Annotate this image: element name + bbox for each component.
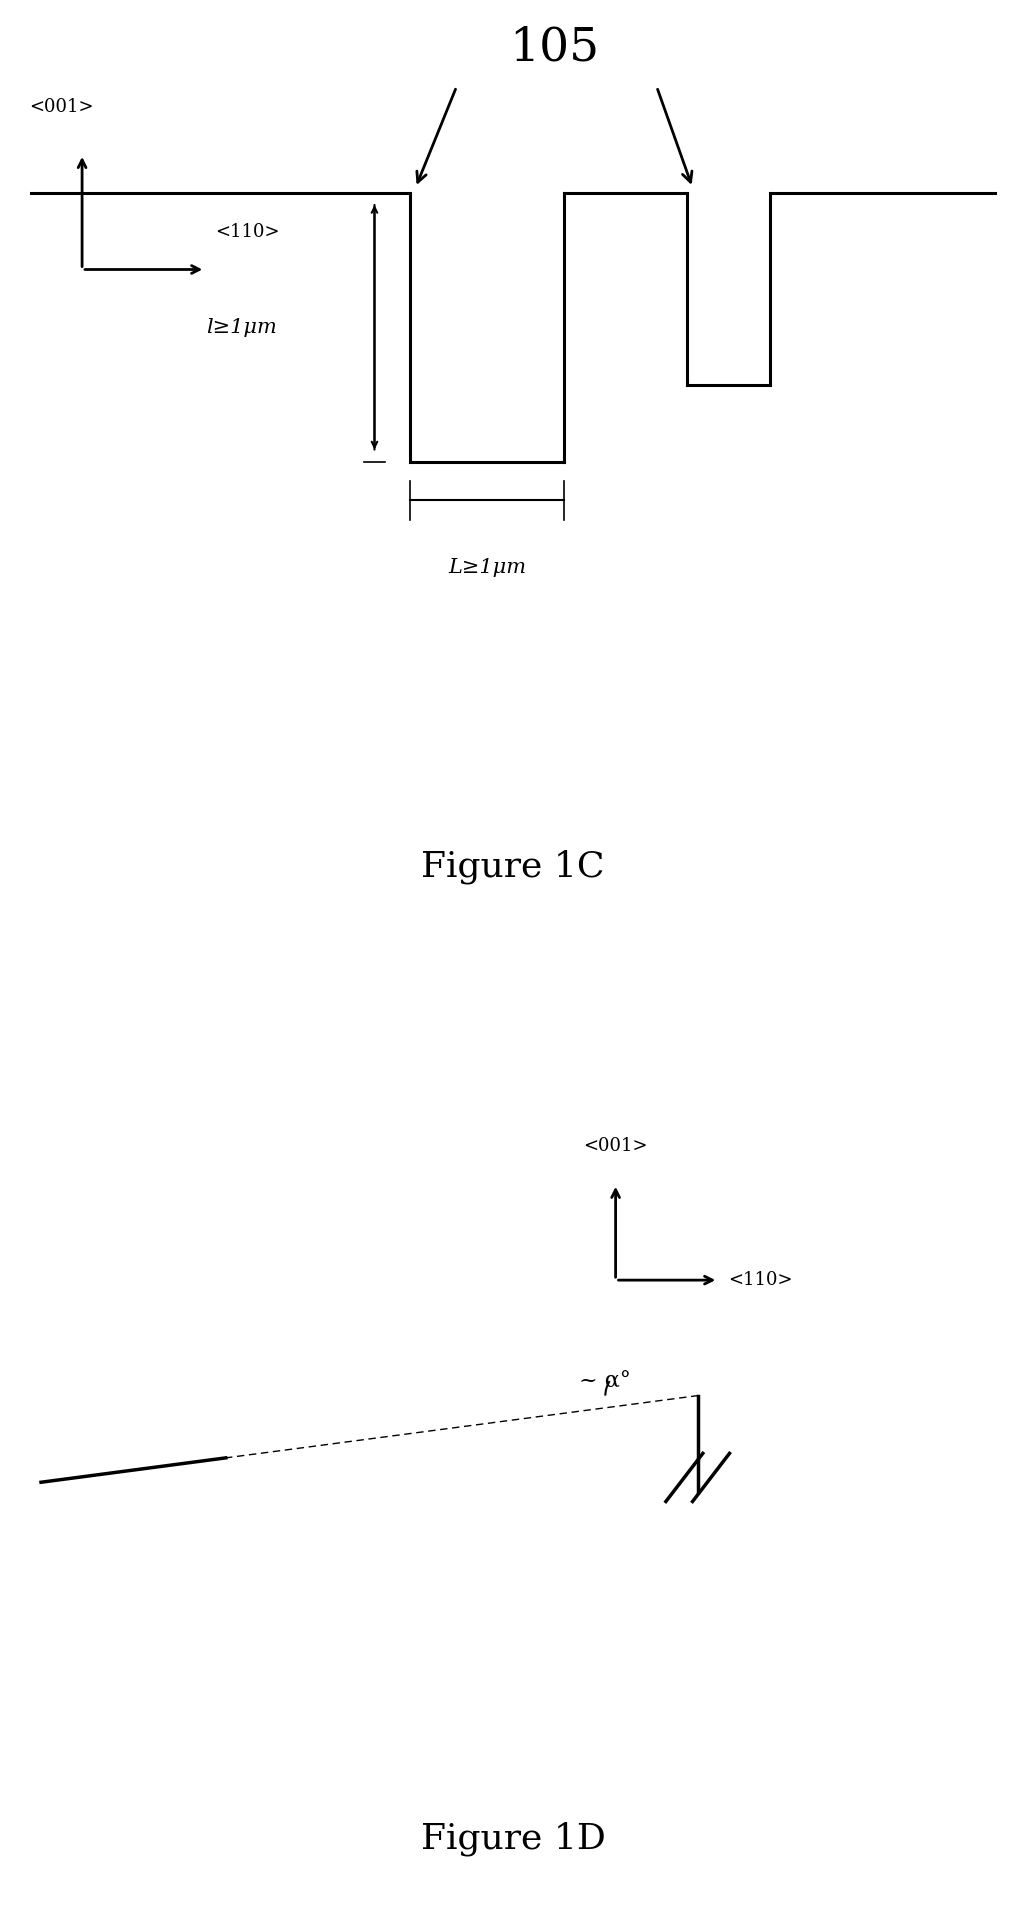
Text: <110>: <110> — [215, 223, 280, 241]
Text: <001>: <001> — [30, 98, 93, 116]
Text: Figure 1C: Figure 1C — [422, 849, 604, 884]
Text: 105: 105 — [509, 25, 599, 71]
Text: <110>: <110> — [728, 1270, 793, 1290]
Text: Figure 1D: Figure 1D — [421, 1821, 605, 1856]
Text: <001>: <001> — [584, 1138, 647, 1155]
Text: l≥1μm: l≥1μm — [206, 318, 276, 337]
Text: ~ α°: ~ α° — [580, 1371, 631, 1392]
Text: L≥1μm: L≥1μm — [448, 558, 526, 578]
